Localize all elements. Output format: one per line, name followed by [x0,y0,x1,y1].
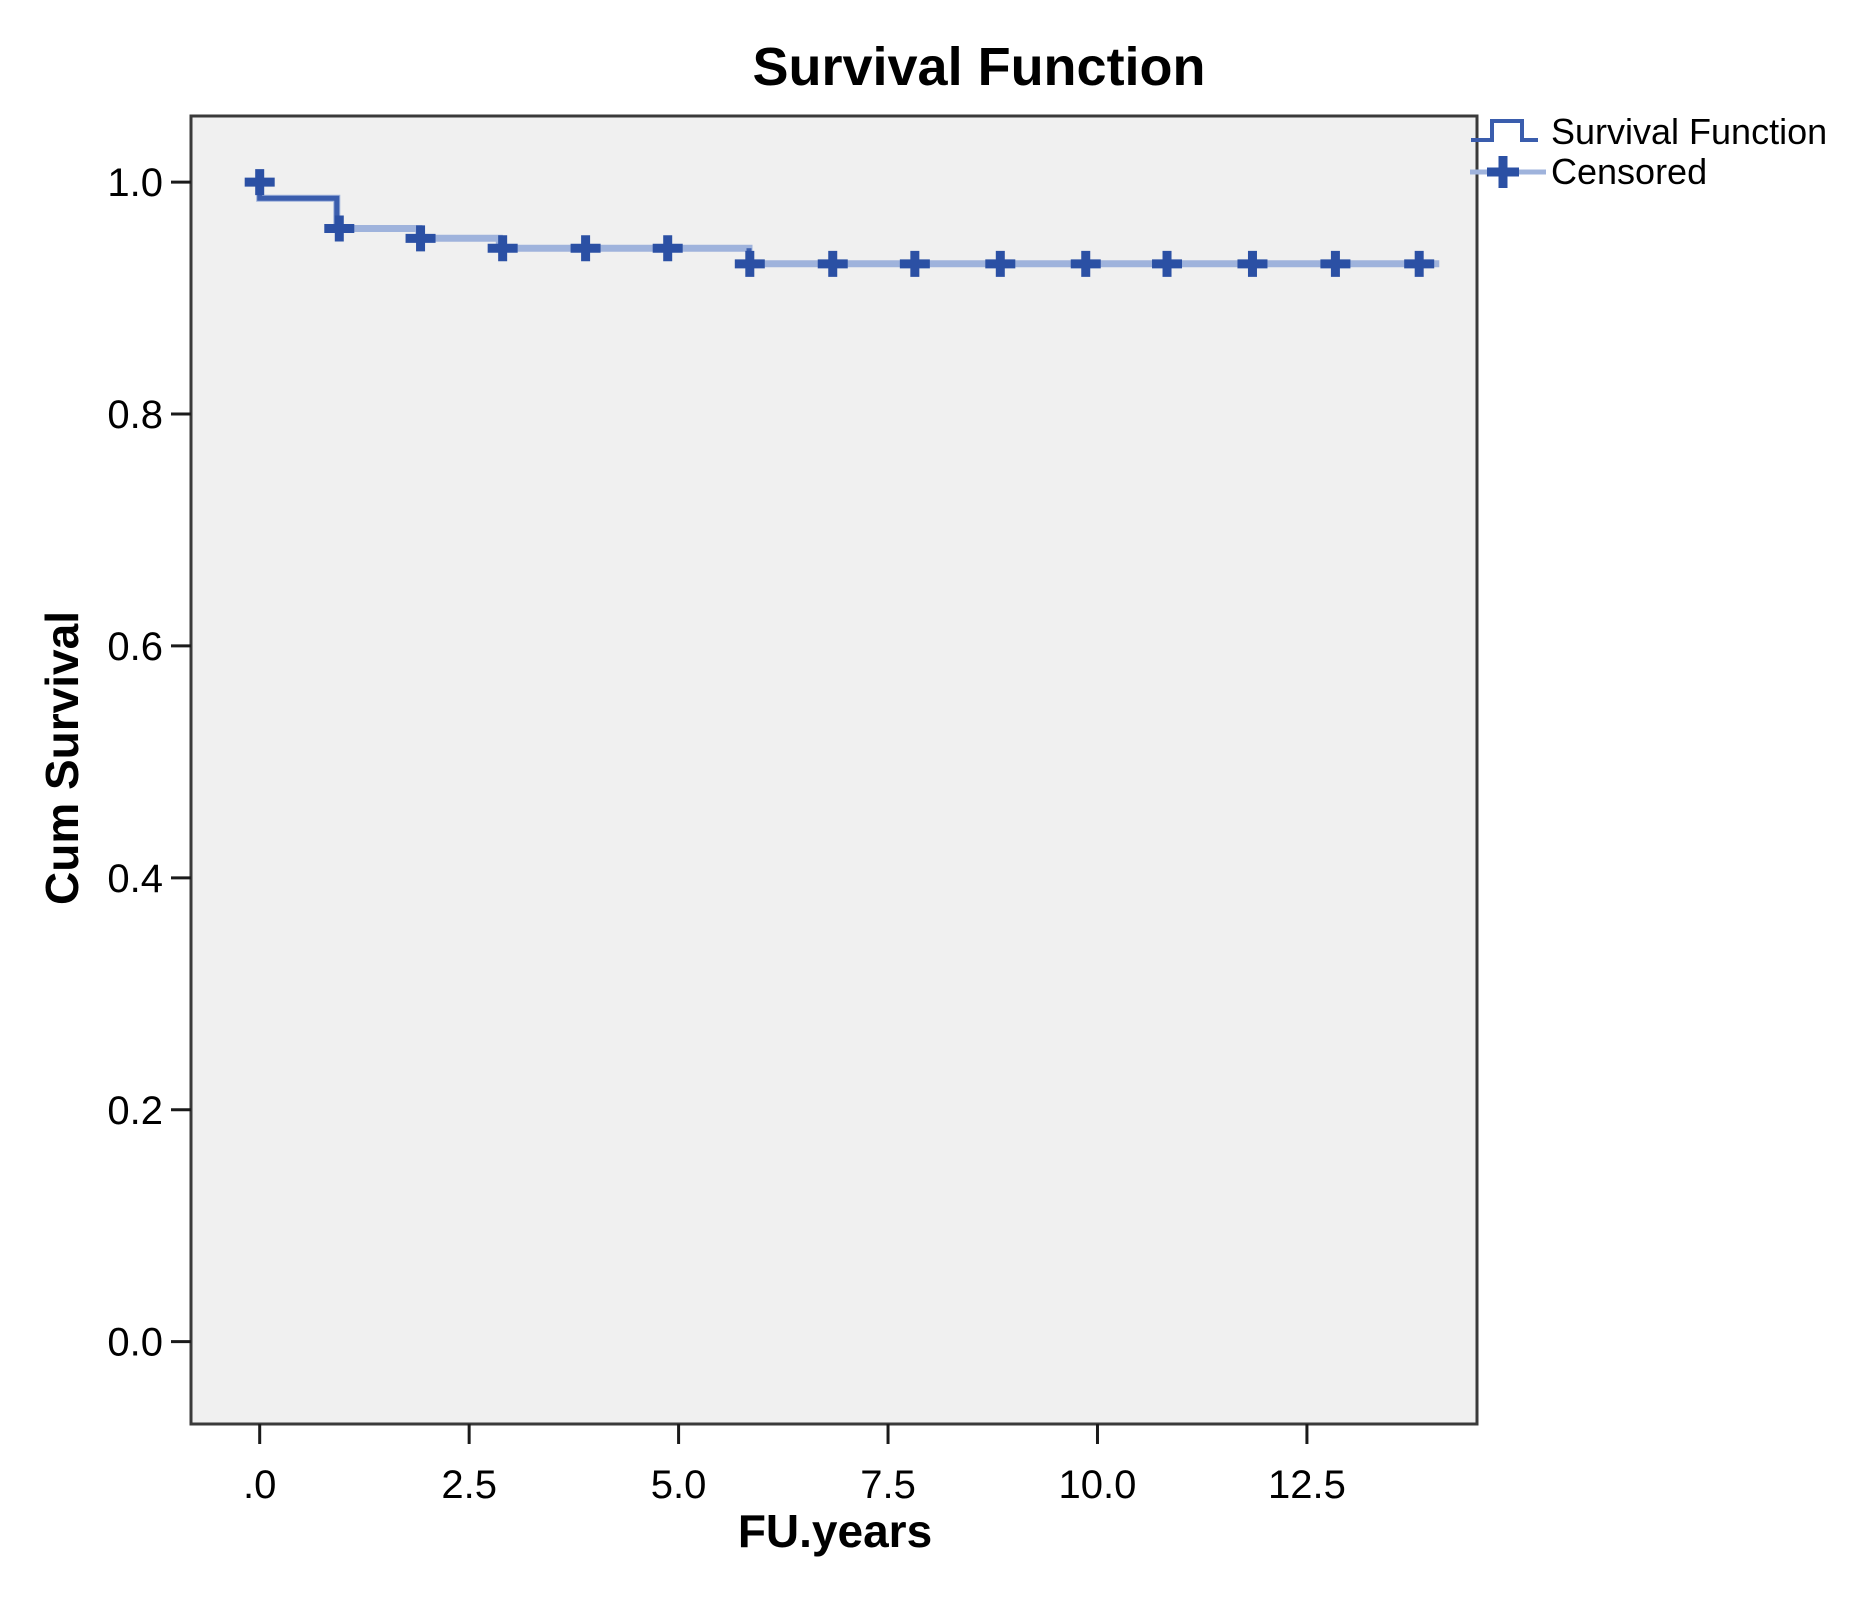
plot-frame [189,114,1479,1426]
censored-marker [1152,250,1183,277]
step-line-icon [1471,119,1538,142]
censored-marker [1070,250,1101,277]
x-tick-label: .0 [243,1463,276,1507]
x-tick-label: 2.5 [441,1463,497,1507]
legend-label: Censored [1551,151,1708,192]
x-tick-label: 7.5 [860,1463,916,1507]
censored-marker [985,250,1016,277]
legend: Survival Function Censored [1470,112,1827,192]
censored-marker [1237,250,1268,277]
chart-title: Survival Function [752,37,1206,97]
x-axis-title: FU.years [737,1505,933,1557]
y-tick-label: 0.4 [107,857,163,901]
censored-marker [405,225,436,252]
censored-marker [570,235,601,262]
x-tick-label: 12.5 [1268,1463,1346,1507]
censored-marker [244,169,275,196]
plus-icon [1470,156,1546,188]
censored-marker [324,215,355,242]
y-tick-label: 0.2 [107,1089,163,1133]
censored-marker [1404,250,1435,277]
y-tick-label: 0.6 [107,625,163,669]
y-tick-label: 0.8 [107,393,163,437]
y-axis-title: Cum Survival [36,611,88,905]
censored-marker [487,235,518,262]
y-tick-label: 0.0 [107,1321,163,1365]
legend-item-censored: Censored [1470,152,1827,192]
x-tick-label: 5.0 [651,1463,707,1507]
censored-marker [817,250,848,277]
censored-marker [899,250,930,277]
y-tick-label: 1.0 [107,161,163,205]
legend-label: Survival Function [1551,111,1828,152]
censored-marker [652,235,683,262]
legend-item-survival-function: Survival Function [1470,112,1827,152]
censored-marker [1320,250,1351,277]
censored-marker [734,250,765,277]
x-tick-label: 10.0 [1059,1463,1137,1507]
